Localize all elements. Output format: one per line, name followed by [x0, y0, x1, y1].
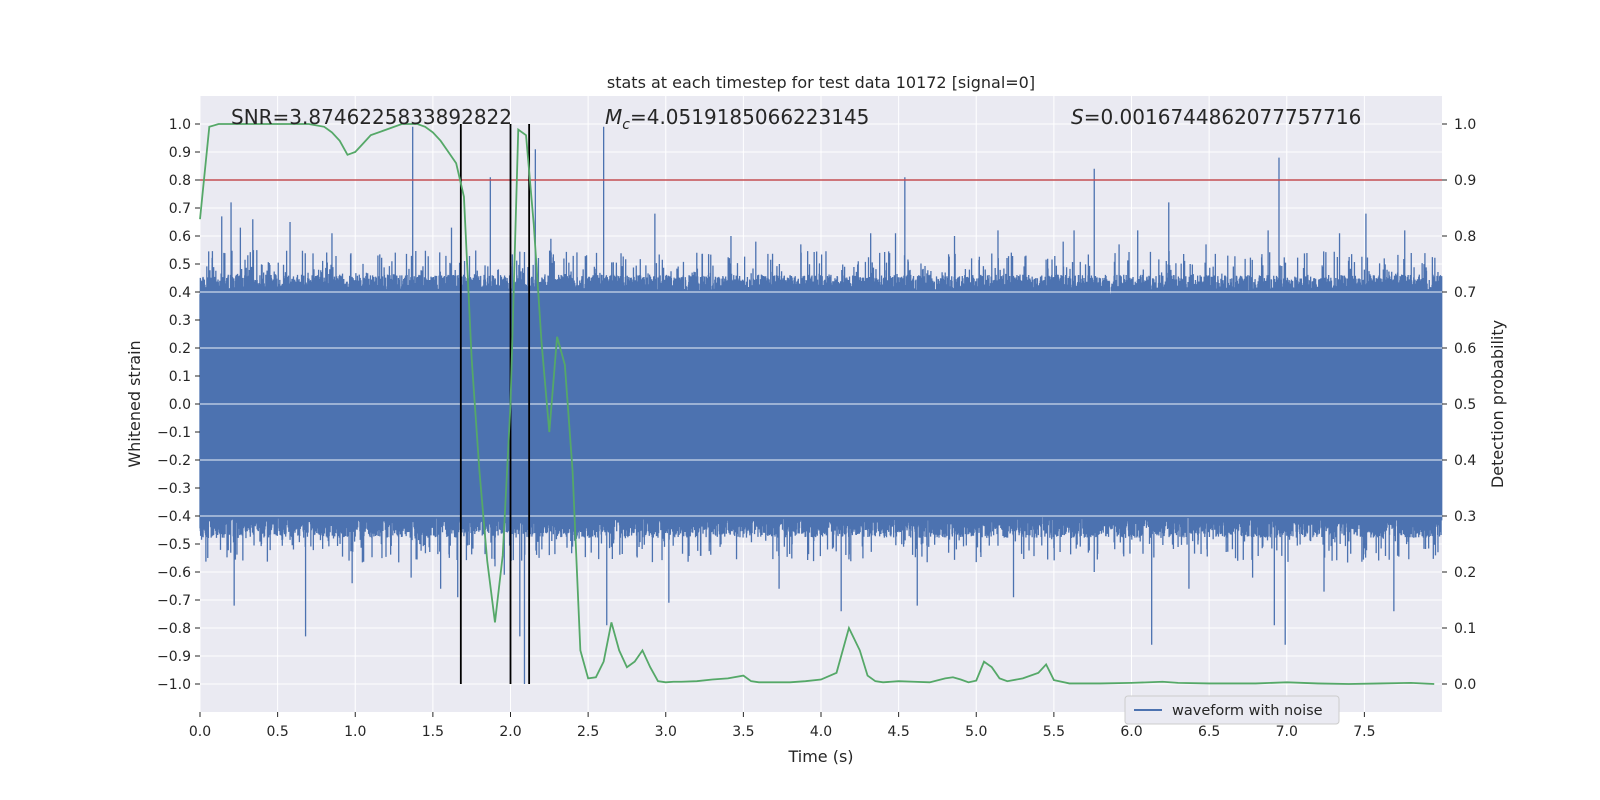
y-right-tick-label: 0.5	[1454, 397, 1476, 413]
x-tick-label: 2.5	[577, 724, 599, 740]
overlay-layer	[199, 123, 1442, 685]
x-tick-label: 5.5	[1043, 724, 1065, 740]
y-right-tick-label: 0.0	[1454, 677, 1476, 693]
x-axis-ticks: 0.0 0.5 1.0 1.5 2.0 2.5 3.0 3.5 4.0 4.5 5.0 5.5 6.0 6…	[189, 712, 1376, 740]
y-left-axis-label: Whitened strain	[125, 340, 144, 467]
s-value: =0.0016744862077757716	[1084, 105, 1362, 129]
s-annotation: S=0.0016744862077757716	[1071, 105, 1361, 129]
y-left-axis-ticks: 1.0 0.9 0.8 0.7 0.6 0.5 0.4 0.3 0.2 0.1 0.0 −0.1 −0.…	[157, 117, 200, 693]
y-left-tick-label: 0.8	[169, 173, 191, 189]
legend: waveform with noise	[1124, 695, 1340, 725]
y-left-tick-label: 0.2	[169, 341, 191, 357]
y-right-axis-ticks: 1.0 0.9 0.8 0.7 0.6 0.5 0.4 0.3 0.2 0.1 0.0	[1442, 117, 1476, 693]
y-right-tick-label: 1.0	[1454, 117, 1476, 133]
y-left-tick-label: −0.4	[157, 509, 191, 525]
chart-title: stats at each timestep for test data 101…	[607, 73, 1035, 92]
x-tick-label: 6.5	[1198, 724, 1220, 740]
x-tick-label: 7.0	[1276, 724, 1298, 740]
y-right-tick-label: 0.7	[1454, 285, 1476, 301]
y-right-tick-label: 0.8	[1454, 229, 1476, 245]
y-left-tick-label: −0.6	[157, 565, 191, 581]
x-tick-label: 1.0	[344, 724, 366, 740]
y-left-tick-label: −0.1	[157, 425, 191, 441]
y-left-tick-label: −0.7	[157, 593, 191, 609]
y-left-tick-label: 0.7	[169, 201, 191, 217]
y-left-tick-label: −0.5	[157, 537, 191, 553]
y-left-tick-label: −0.8	[157, 621, 191, 637]
x-tick-label: 2.0	[499, 724, 521, 740]
x-tick-label: 3.5	[732, 724, 754, 740]
snr-annotation: SNR=3.8746225833892822	[231, 105, 512, 129]
y-left-tick-label: −1.0	[157, 677, 191, 693]
y-left-tick-label: 0.4	[169, 285, 191, 301]
x-tick-label: 1.5	[422, 724, 444, 740]
y-right-tick-label: 0.4	[1454, 453, 1476, 469]
x-tick-label: 3.0	[655, 724, 677, 740]
x-tick-label: 6.0	[1120, 724, 1142, 740]
chirp-mass-value: =4.0519185066223145	[630, 105, 869, 129]
x-tick-label: 4.0	[810, 724, 832, 740]
probability-line	[199, 123, 1435, 685]
y-right-tick-label: 0.1	[1454, 621, 1476, 637]
x-tick-label: 4.5	[887, 724, 909, 740]
waveform-series	[199, 126, 1443, 684]
y-left-tick-label: −0.2	[157, 453, 191, 469]
chirp-mass-symbol: M	[605, 105, 622, 129]
x-tick-label: 0.5	[266, 724, 288, 740]
y-left-tick-label: 0.3	[169, 313, 191, 329]
y-right-tick-label: 0.3	[1454, 509, 1476, 525]
y-right-tick-label: 0.9	[1454, 173, 1476, 189]
y-left-tick-label: 0.5	[169, 257, 191, 273]
y-right-axis-label: Detection probability	[1488, 320, 1507, 488]
legend-box	[1124, 695, 1340, 725]
y-right-tick-label: 0.6	[1454, 341, 1476, 357]
y-left-tick-label: 0.6	[169, 229, 191, 245]
y-left-tick-label: 1.0	[169, 117, 191, 133]
y-left-tick-label: 0.1	[169, 369, 191, 385]
x-tick-label: 5.0	[965, 724, 987, 740]
y-left-tick-label: −0.9	[157, 649, 191, 665]
x-tick-label: 0.0	[189, 724, 211, 740]
y-left-tick-label: −0.3	[157, 481, 191, 497]
s-symbol: S	[1071, 105, 1084, 129]
x-tick-label: 7.5	[1353, 724, 1375, 740]
chirp-mass-annotation: Mc=4.0519185066223145	[605, 105, 869, 133]
y-right-tick-label: 0.2	[1454, 565, 1476, 581]
y-left-tick-label: 0.9	[169, 145, 191, 161]
x-axis-label: Time (s)	[787, 747, 853, 766]
legend-label-waveform: waveform with noise	[1172, 703, 1323, 719]
waveform-line	[199, 126, 1443, 684]
y-left-tick-label: 0.0	[169, 397, 191, 413]
chirp-mass-subscript: c	[622, 117, 630, 133]
